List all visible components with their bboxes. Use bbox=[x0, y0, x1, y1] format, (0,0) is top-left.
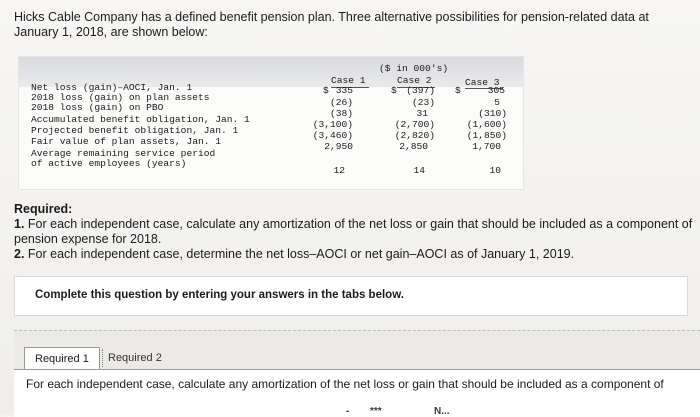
requirement-2-text: For each independent case, determine the… bbox=[27, 247, 575, 261]
cell-r3-c2: 31 bbox=[416, 108, 428, 119]
col-header-case-1: Case 1 bbox=[331, 75, 366, 86]
requirements-section: Required: 1. For each independent case, … bbox=[14, 202, 694, 262]
cell-r7-c1: 12 bbox=[333, 165, 345, 176]
row-label-plan-assets: Fair value of plan assets, Jan. 1 bbox=[31, 136, 221, 147]
cell-r4-c1: (3,100) bbox=[312, 119, 353, 130]
dollar-sign: $ bbox=[391, 85, 397, 96]
tab-content: For each independent case, calculate any… bbox=[14, 369, 700, 417]
requirement-1-text: For each independent case, calculate any… bbox=[14, 217, 693, 246]
cell-r5-c2: (2,820) bbox=[394, 130, 435, 141]
cut-off-glyph: *** bbox=[370, 406, 382, 417]
row-label-abo: Accumulated benefit obligation, Jan. 1 bbox=[31, 114, 250, 125]
cell-r6-c1: 2,950 bbox=[324, 141, 353, 152]
cut-off-glyph: N... bbox=[434, 406, 450, 417]
cell-r5-c3: (1,850) bbox=[466, 130, 507, 141]
cut-off-glyph: - bbox=[346, 406, 350, 417]
requirement-1-number: 1. bbox=[14, 217, 25, 231]
cell-r7-c3: 10 bbox=[489, 165, 501, 176]
col-header-case-2: Case 2 bbox=[397, 75, 432, 86]
table-header-band bbox=[19, 57, 523, 87]
data-table: ($ in 000's) Case 1 Case 2 Case 3 Net lo… bbox=[18, 56, 524, 190]
cell-r3-c3: (310) bbox=[478, 108, 507, 119]
cell-r2-c3: 5 bbox=[494, 97, 500, 108]
requirement-2-number: 2. bbox=[14, 247, 25, 261]
row-label-service-period-1: Average remaining service period bbox=[31, 148, 216, 159]
tab-content-text: For each independent case, calculate any… bbox=[26, 377, 664, 391]
requirement-1: 1. For each independent case, calculate … bbox=[14, 217, 694, 247]
row-label-2018-loss-assets: 2018 loss (gain) on plan assets bbox=[31, 92, 210, 103]
row-label-pbo: Projected benefit obligation, Jan. 1 bbox=[31, 125, 239, 136]
cell-r2-c1: (26) bbox=[329, 97, 353, 108]
cell-r1-c3: 305 bbox=[487, 85, 505, 96]
cell-r3-c1: (38) bbox=[329, 108, 353, 119]
cell-r4-c3: (1,600) bbox=[466, 119, 507, 130]
instruction-box: Complete this question by entering your … bbox=[14, 276, 688, 316]
cell-r6-c2: 2,850 bbox=[399, 141, 428, 152]
tab-required-2[interactable]: Required 2 bbox=[108, 352, 162, 364]
required-heading: Required: bbox=[14, 202, 73, 216]
cell-r2-c2: (23) bbox=[411, 97, 435, 108]
tab-required-1[interactable]: Required 1 bbox=[24, 347, 100, 370]
cell-r6-c3: 1,700 bbox=[472, 141, 501, 152]
row-label-2018-loss-pbo: 2018 loss (gain) on PBO bbox=[31, 102, 164, 113]
cell-r7-c2: 14 bbox=[413, 165, 425, 176]
cell-r1-c1: 335 bbox=[335, 85, 353, 96]
dollar-sign: $ bbox=[455, 85, 461, 96]
row-label-service-period-2: of active employees (years) bbox=[31, 158, 187, 169]
problem-intro: Hicks Cable Company has a defined benefi… bbox=[14, 10, 649, 39]
cell-r5-c1: (3,460) bbox=[312, 130, 353, 141]
col-underline-2 bbox=[397, 87, 435, 88]
requirement-2: 2. For each independent case, determine … bbox=[14, 247, 694, 262]
cell-r4-c2: (2,700) bbox=[394, 119, 435, 130]
tab-divider bbox=[102, 349, 104, 367]
row-label-net-loss: Net loss (gain)–AOCI, Jan. 1 bbox=[31, 82, 193, 93]
table-units: ($ in 000's) bbox=[379, 63, 449, 74]
col-underline-3 bbox=[465, 88, 503, 89]
col-header-case-3: Case 3 bbox=[465, 77, 500, 88]
dollar-sign: $ bbox=[323, 85, 329, 96]
instruction-text: Complete this question by entering your … bbox=[35, 289, 404, 301]
answer-tabs-panel: Required 1 Required 2 For each independe… bbox=[14, 330, 700, 417]
col-underline-1 bbox=[331, 87, 369, 88]
cell-r1-c2: (397) bbox=[406, 85, 435, 96]
